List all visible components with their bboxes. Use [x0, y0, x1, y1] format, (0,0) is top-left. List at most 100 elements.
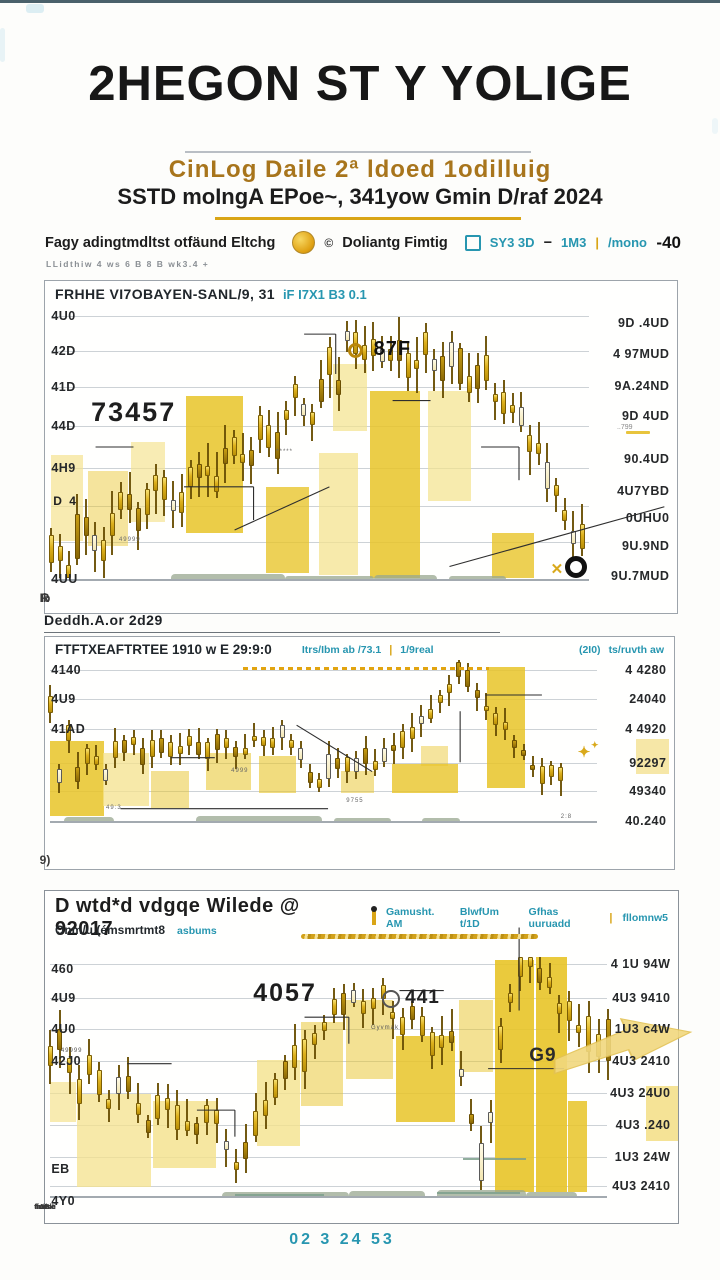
- candle-body: [161, 477, 167, 500]
- candle-wick: [391, 1001, 394, 1039]
- candle-body: [174, 1105, 180, 1131]
- candle-body: [251, 735, 257, 741]
- gold-separator: |: [609, 912, 613, 924]
- candle-body: [67, 1058, 73, 1073]
- volume-profile: [348, 1191, 425, 1197]
- candle-body: [158, 737, 164, 754]
- artifact-smudge: [0, 28, 5, 62]
- highlight-zone: [301, 1021, 344, 1106]
- candle-body: [423, 331, 429, 356]
- volume-profile: [422, 817, 461, 821]
- candle-body: [548, 765, 554, 778]
- highlight-zone: [369, 391, 421, 579]
- candle-body: [492, 393, 498, 402]
- candle-body: [309, 411, 315, 425]
- y-axis-label-right: 92297: [629, 755, 667, 770]
- ring-marker: [381, 989, 400, 1008]
- candle-body: [223, 738, 229, 748]
- candle-body: [483, 355, 489, 381]
- y-axis-label-right: 40.240: [625, 813, 667, 828]
- volume-profile: [373, 575, 437, 580]
- y-axis-label-right: 4 4280: [625, 663, 667, 678]
- chart-annotation: 9755: [346, 797, 364, 804]
- highlight-zone: [205, 752, 251, 791]
- chart-annotation: *****: [276, 448, 293, 455]
- gridline: [50, 1186, 608, 1188]
- candle-body: [547, 977, 553, 988]
- legend-dash: −: [543, 234, 553, 251]
- volume-profile: [285, 576, 374, 580]
- chart-annotation: 49999: [118, 536, 141, 543]
- candle-body: [263, 1099, 269, 1117]
- axis-baseline: [51, 579, 589, 582]
- highlight-zone: [567, 1100, 587, 1192]
- highlight-zone: [319, 452, 359, 576]
- candle-body: [109, 513, 115, 536]
- candle-body: [253, 1111, 259, 1136]
- y-axis-label-right: 4U3 24U0: [610, 1085, 671, 1100]
- candle-wick: [186, 1099, 189, 1136]
- gridline: [51, 350, 589, 352]
- candle-body: [400, 731, 406, 749]
- candle-body: [539, 766, 545, 784]
- axis-baseline: [50, 820, 598, 823]
- x-axis-label: tnvski: [34, 1202, 56, 1212]
- teal-strip: [234, 1193, 324, 1196]
- y-axis-label-left: 4U9: [51, 990, 76, 1005]
- candle-body: [498, 1026, 504, 1051]
- highlight-zone: [151, 770, 189, 808]
- candle-body: [48, 535, 54, 563]
- candle-body: [511, 739, 517, 749]
- candle-body: [474, 689, 480, 699]
- candle-body: [488, 1111, 494, 1123]
- candle-body: [409, 727, 415, 739]
- y-axis-label-right: 4U3 2410: [612, 1053, 671, 1068]
- volume-profile: [526, 1192, 577, 1197]
- top-border-line: [0, 0, 720, 3]
- candle-body: [302, 1038, 308, 1072]
- candle-body: [127, 494, 133, 511]
- candle-body: [344, 330, 350, 341]
- candle-body: [370, 998, 376, 1010]
- y-axis-label-right: 4U3 9410: [612, 990, 671, 1005]
- candle-body: [307, 772, 313, 784]
- candle-body: [468, 1113, 474, 1124]
- x-axis-label: 5B: [40, 1202, 50, 1212]
- candle-wick: [450, 1009, 453, 1052]
- volume-profile: [171, 574, 286, 580]
- chart-annotation: ✦: [590, 739, 599, 750]
- candle-body: [562, 509, 568, 521]
- gridline: [50, 699, 598, 701]
- candle-body: [507, 993, 513, 1003]
- candle-body: [390, 1011, 396, 1020]
- candle-body: [112, 740, 118, 758]
- candle-body: [335, 758, 341, 770]
- candle-body: [66, 564, 72, 579]
- gridline: [51, 315, 589, 317]
- candle-body: [135, 507, 141, 532]
- candle-body: [517, 957, 523, 978]
- y-axis-label-right: 9U.9ND: [621, 538, 670, 553]
- candle-body: [446, 683, 452, 693]
- panel3-right-2: fllomnw5: [622, 912, 668, 924]
- candle-body: [144, 489, 150, 515]
- x-axis-label: fmml: [36, 1202, 54, 1212]
- candle-body: [145, 1120, 151, 1133]
- chart-annotation: 2:8: [560, 814, 573, 821]
- chart-layer-3: 4057 441 G9 Gyvmak 49999 460 4U9 4U0 42J0 EB 4Y0 4 …: [34, 891, 693, 1223]
- panel2-title: FTFTXEAFTRTEE 1910 w E 29:9:0: [55, 642, 272, 657]
- candle-body: [478, 1142, 484, 1181]
- candle-body: [556, 1003, 562, 1014]
- panel3-subtitle-accent: asbums: [177, 925, 217, 937]
- candle-wick: [244, 733, 247, 760]
- candle-body: [121, 739, 127, 754]
- panel2-stat-2: 1/9real: [400, 643, 434, 656]
- gridline: [51, 426, 589, 428]
- y-axis-label-left: 4U0: [51, 1022, 76, 1037]
- y-axis-label-right: 1U3 c4W: [614, 1022, 671, 1037]
- candle-body: [336, 380, 342, 395]
- panel2-header: FTFTXEAFTRTEE 1910 w E 29:9:0 Itrs/Ibm a…: [55, 642, 664, 657]
- candle-body: [351, 990, 357, 1003]
- candle-body: [418, 715, 424, 724]
- highlight-zone: [535, 957, 568, 1192]
